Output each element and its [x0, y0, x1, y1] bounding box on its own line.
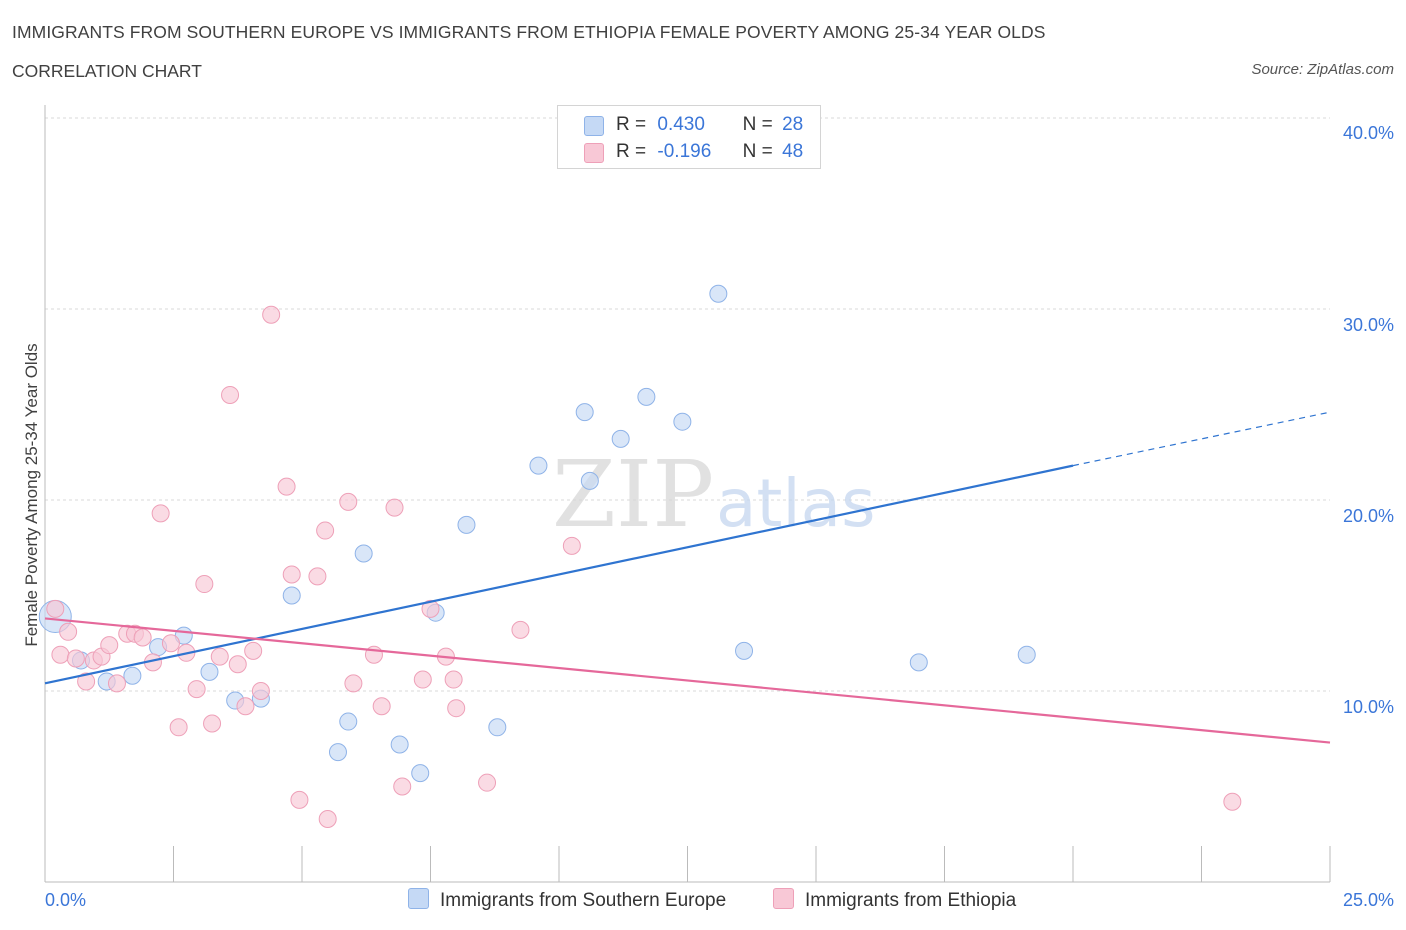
- chart-subtitle: CORRELATION CHART: [12, 61, 202, 81]
- data-point: [203, 714, 222, 733]
- y-tick-label-20: 20.0%: [1342, 506, 1394, 526]
- data-point: [200, 662, 219, 681]
- chart-title: IMMIGRANTS FROM SOUTHERN EUROPE VS IMMIG…: [12, 22, 1046, 42]
- data-point: [290, 790, 309, 809]
- data-point: [46, 599, 65, 618]
- data-point: [354, 544, 373, 563]
- data-point: [107, 674, 126, 693]
- data-point: [151, 504, 170, 523]
- data-point: [187, 680, 206, 699]
- y-tick-label-40: 40.0%: [1342, 123, 1394, 143]
- data-point: [316, 521, 335, 540]
- data-point: [169, 718, 188, 737]
- bottom-legend-label: Immigrants from Ethiopia: [805, 890, 1017, 911]
- data-point: [511, 620, 530, 639]
- data-point: [575, 403, 594, 422]
- series-ethiopia-points: [46, 305, 1242, 828]
- data-point: [385, 498, 404, 517]
- data-point: [421, 599, 440, 618]
- legend-swatch-blue: [584, 116, 604, 136]
- data-point: [457, 515, 476, 534]
- data-point: [77, 672, 96, 691]
- y-tick-label-10: 10.0%: [1342, 697, 1394, 717]
- r-value: -0.196: [657, 141, 712, 162]
- data-point: [1017, 645, 1036, 664]
- data-point: [562, 536, 581, 555]
- trend-line-southern-europe-extension: [1072, 411, 1331, 467]
- bottom-legend-ethiopia: Immigrants from Ethiopia: [773, 888, 1016, 912]
- data-point: [195, 575, 214, 594]
- grid-lines: [45, 117, 1330, 692]
- data-point: [228, 655, 247, 674]
- source-credit: Source: ZipAtlas.com: [1251, 61, 1394, 78]
- data-point: [611, 429, 630, 448]
- correlation-legend: R = 0.430 N = 28 R = -0.196 N = 48: [557, 105, 821, 169]
- data-point: [909, 653, 928, 672]
- data-point: [328, 743, 347, 762]
- trend-line-ethiopia: [44, 617, 1331, 744]
- data-point: [447, 699, 466, 718]
- trend-lines: [44, 411, 1331, 744]
- data-point: [51, 645, 70, 664]
- data-point: [488, 718, 507, 737]
- data-point: [251, 682, 270, 700]
- data-point: [133, 628, 152, 647]
- data-point: [478, 773, 497, 792]
- data-point: [236, 697, 255, 716]
- trend-line-southern-europe: [44, 464, 1074, 685]
- x-ticks: [173, 846, 1331, 882]
- watermark-zip: ZIP: [552, 441, 714, 548]
- data-point: [308, 567, 327, 586]
- data-point: [66, 649, 85, 668]
- watermark: ZIP atlas: [552, 441, 876, 548]
- data-point: [1223, 792, 1242, 811]
- data-point: [390, 735, 409, 754]
- data-point: [123, 666, 142, 685]
- data-point: [529, 456, 548, 475]
- data-point: [277, 477, 296, 496]
- data-point: [262, 305, 281, 324]
- data-point: [344, 674, 363, 693]
- data-point: [372, 697, 391, 716]
- data-point: [637, 387, 656, 406]
- n-label: N =: [742, 114, 773, 135]
- x-tick-label-min: 0.0%: [45, 890, 87, 910]
- legend-swatch-pink: [584, 143, 604, 163]
- data-point: [282, 586, 301, 605]
- data-point: [413, 670, 432, 689]
- data-point: [339, 492, 358, 511]
- n-value: 48: [782, 141, 804, 162]
- data-point: [318, 809, 337, 828]
- watermark-atlas: atlas: [716, 465, 876, 542]
- data-point: [221, 385, 240, 404]
- data-point: [244, 641, 263, 660]
- data-point: [161, 634, 180, 653]
- data-point: [393, 777, 412, 796]
- data-point: [282, 565, 301, 584]
- data-point: [709, 284, 728, 303]
- n-label: N =: [742, 141, 773, 162]
- data-point: [444, 670, 463, 689]
- data-point: [411, 764, 430, 783]
- r-label: R =: [616, 141, 647, 162]
- series-southern-europe-points: [38, 284, 1036, 783]
- x-tick-label-max: 25.0%: [1342, 890, 1394, 910]
- bottom-legend-swatch-pink: [773, 888, 794, 909]
- r-value: 0.430: [657, 114, 705, 135]
- data-point: [339, 712, 358, 731]
- data-point: [59, 622, 78, 641]
- data-point: [580, 471, 599, 490]
- bottom-legend-southern-europe: Immigrants from Southern Europe: [408, 888, 726, 912]
- data-point: [673, 412, 692, 431]
- bottom-legend-label: Immigrants from Southern Europe: [440, 890, 727, 911]
- data-point: [100, 636, 119, 655]
- bottom-legend-swatch-blue: [408, 888, 429, 909]
- r-label: R =: [616, 114, 647, 135]
- n-value: 28: [782, 114, 804, 135]
- data-point: [735, 641, 754, 660]
- y-tick-label-30: 30.0%: [1342, 315, 1394, 335]
- data-point: [210, 647, 229, 666]
